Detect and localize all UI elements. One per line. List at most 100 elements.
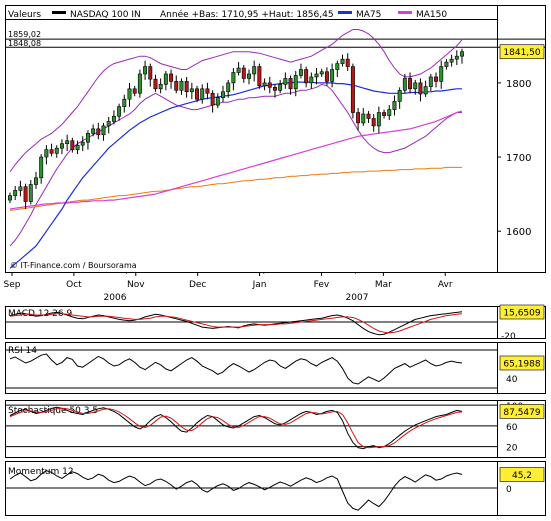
momentum-title: Momentum 12 bbox=[8, 467, 74, 477]
price-last-value-box bbox=[499, 44, 545, 60]
candle-body bbox=[8, 195, 12, 201]
momentum-last-value-box bbox=[499, 467, 545, 482]
rsi-line bbox=[9, 353, 463, 385]
candle-body bbox=[392, 101, 397, 110]
stochastic-last-value-label: 87,5479 bbox=[503, 408, 540, 418]
macd-ytick-label: -20 bbox=[501, 332, 516, 342]
candle-body bbox=[330, 69, 335, 82]
instrument-legend-swatch bbox=[52, 11, 66, 14]
candle-body bbox=[408, 78, 413, 90]
ma-long-line bbox=[9, 166, 462, 211]
candle-body bbox=[314, 73, 319, 78]
price-last-value-label: 1841,50 bbox=[503, 48, 540, 58]
candle-body bbox=[454, 55, 459, 60]
candle-body bbox=[221, 91, 225, 99]
rsi-panel-frame bbox=[5, 342, 546, 394]
year-range-stats: Année +Bas: 1710,95 +Haut: 1856,45 bbox=[160, 9, 334, 20]
month-label: Fev bbox=[314, 280, 330, 290]
candle-body bbox=[65, 140, 70, 144]
stochastic-d-line bbox=[9, 407, 463, 449]
macd-title: MACD 12 26 9 bbox=[8, 309, 72, 319]
candle-body bbox=[179, 81, 184, 91]
candle-body bbox=[169, 73, 174, 82]
candle-body bbox=[49, 149, 54, 154]
ma150-legend-swatch bbox=[398, 11, 412, 14]
candle-body bbox=[288, 78, 293, 90]
candle-body bbox=[324, 71, 329, 82]
candle-body bbox=[278, 84, 283, 91]
candle-body bbox=[80, 141, 85, 146]
ma75-legend-swatch bbox=[338, 11, 352, 14]
candle-body bbox=[423, 86, 428, 95]
price-panel-frame bbox=[5, 5, 546, 273]
candle-body bbox=[231, 72, 236, 84]
candle-body bbox=[340, 58, 345, 64]
candle-body bbox=[371, 118, 376, 127]
rsi-ytick-label: 40 bbox=[506, 375, 518, 385]
ma150-line bbox=[9, 110, 463, 210]
band-upper-line bbox=[9, 29, 463, 173]
candle-body bbox=[272, 87, 277, 91]
candle-body bbox=[361, 113, 366, 124]
stochastic-ytick-label: 20 bbox=[506, 444, 518, 454]
candle-body bbox=[413, 82, 418, 90]
candle-body bbox=[122, 98, 127, 107]
candle-body bbox=[252, 66, 257, 75]
candle-body bbox=[382, 112, 387, 116]
candle-body bbox=[200, 88, 205, 100]
header-values-label: Valeurs bbox=[8, 10, 41, 20]
candle-body bbox=[283, 78, 288, 85]
candle-body bbox=[59, 143, 64, 149]
candle-body bbox=[28, 184, 33, 202]
candle-body bbox=[434, 76, 438, 82]
candle-body bbox=[247, 73, 251, 79]
candle-body bbox=[304, 69, 309, 84]
rsi-last-value-box bbox=[499, 355, 545, 371]
candle-body bbox=[241, 67, 246, 79]
candle-body bbox=[117, 106, 122, 117]
candle-body bbox=[44, 149, 49, 158]
momentum-ytick-label: 0 bbox=[506, 485, 512, 495]
price-ytick-label: 1600 bbox=[506, 227, 531, 238]
momentum-line bbox=[9, 470, 463, 511]
candle-body bbox=[54, 147, 59, 154]
candle-body bbox=[127, 88, 132, 100]
month-label: Avr bbox=[438, 280, 453, 290]
candle-body bbox=[376, 112, 381, 127]
ma75-legend-label: MA75 bbox=[356, 10, 381, 20]
candle-body bbox=[70, 140, 75, 150]
month-label: Nov bbox=[127, 280, 145, 290]
candle-body bbox=[195, 88, 200, 100]
price-ytick-label: 1700 bbox=[506, 153, 531, 164]
candle-body bbox=[335, 63, 340, 70]
candle-body bbox=[91, 128, 96, 134]
candle-body bbox=[13, 190, 18, 196]
source-credit: © IT-Finance.com / Boursorama bbox=[10, 261, 137, 270]
candle-body bbox=[184, 81, 189, 93]
candle-body bbox=[428, 76, 433, 87]
ma150-legend-label: MA150 bbox=[416, 10, 447, 20]
candle-body bbox=[397, 89, 402, 102]
stochastic-title: Stochastique 50 3 5 bbox=[8, 406, 98, 416]
candle-body bbox=[158, 84, 163, 90]
candle-body bbox=[236, 67, 241, 73]
price-ref-line-label: 1848,08 bbox=[8, 39, 41, 48]
candle-body bbox=[96, 128, 101, 136]
candle-body bbox=[132, 88, 137, 94]
candle-body bbox=[439, 66, 444, 82]
candle-body bbox=[85, 133, 90, 143]
candle-body bbox=[189, 88, 194, 93]
candle-body bbox=[267, 82, 272, 88]
year-label: 2007 bbox=[346, 293, 369, 303]
candle-body bbox=[257, 66, 262, 87]
candle-body bbox=[18, 186, 23, 191]
candle-body bbox=[148, 66, 153, 80]
candle-body bbox=[402, 78, 407, 91]
candle-body bbox=[319, 71, 324, 75]
candle-body bbox=[460, 51, 464, 57]
price-ytick-label: 1800 bbox=[506, 79, 531, 90]
candle-body bbox=[418, 82, 423, 95]
instrument-name: NASDAQ 100 IN bbox=[70, 10, 141, 20]
candle-body bbox=[101, 125, 106, 136]
candle-body bbox=[262, 82, 267, 87]
